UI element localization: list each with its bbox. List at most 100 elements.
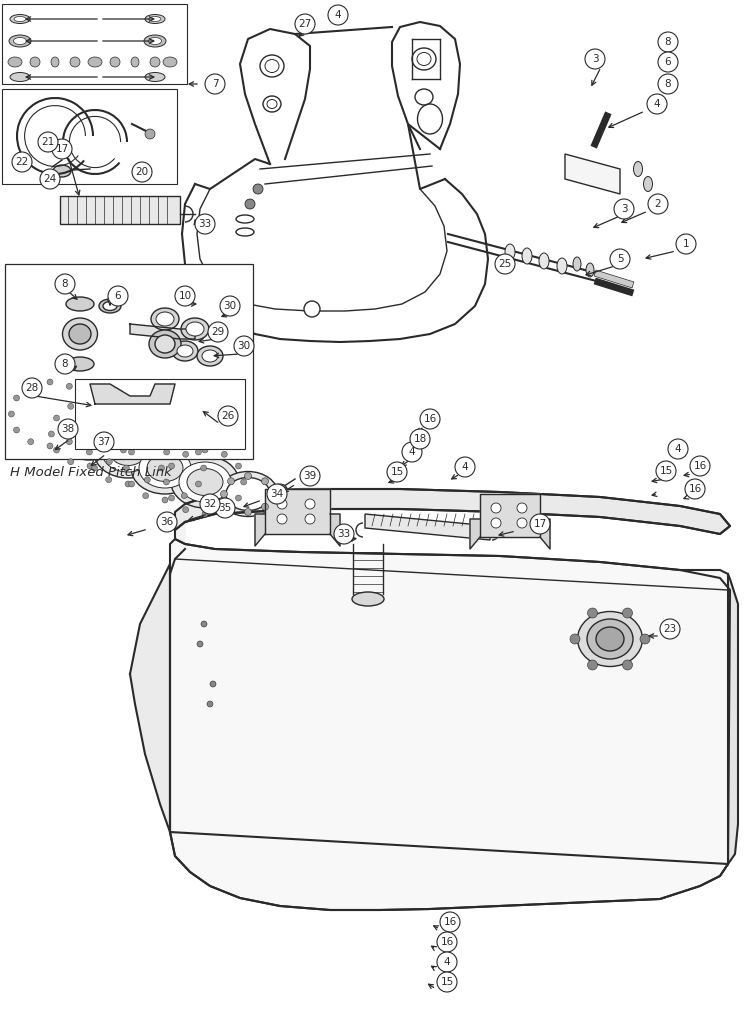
Ellipse shape <box>131 57 139 67</box>
Circle shape <box>183 507 189 513</box>
Text: 4: 4 <box>443 957 450 967</box>
Text: 3: 3 <box>591 54 598 63</box>
Text: 18: 18 <box>414 434 426 444</box>
Circle shape <box>220 296 240 316</box>
Circle shape <box>182 493 187 499</box>
Ellipse shape <box>102 432 154 472</box>
Circle shape <box>437 952 457 972</box>
Circle shape <box>491 518 501 528</box>
Circle shape <box>86 411 92 417</box>
Circle shape <box>261 478 269 484</box>
Circle shape <box>658 32 678 52</box>
Circle shape <box>668 439 688 459</box>
Circle shape <box>614 199 634 219</box>
Text: 37: 37 <box>97 437 111 447</box>
Ellipse shape <box>72 421 108 447</box>
Text: H Model Fixed Pitch Link: H Model Fixed Pitch Link <box>10 466 172 479</box>
Circle shape <box>66 383 72 389</box>
Circle shape <box>647 94 667 114</box>
Circle shape <box>245 199 255 209</box>
Circle shape <box>144 477 150 482</box>
Ellipse shape <box>103 301 117 310</box>
Circle shape <box>305 514 315 524</box>
Circle shape <box>202 511 208 517</box>
Circle shape <box>55 274 75 294</box>
Circle shape <box>167 286 203 322</box>
Text: 29: 29 <box>211 327 225 337</box>
Circle shape <box>182 437 187 443</box>
Circle shape <box>228 503 234 510</box>
Circle shape <box>47 443 53 449</box>
Text: 2: 2 <box>655 199 661 209</box>
Text: 33: 33 <box>337 529 350 539</box>
Text: 36: 36 <box>161 517 173 527</box>
Ellipse shape <box>181 318 209 340</box>
Ellipse shape <box>110 438 146 466</box>
Bar <box>2 89 177 184</box>
Text: 4: 4 <box>675 444 682 454</box>
Circle shape <box>124 465 129 471</box>
Circle shape <box>437 972 457 992</box>
Ellipse shape <box>172 341 198 361</box>
Ellipse shape <box>144 35 166 47</box>
Ellipse shape <box>131 442 199 494</box>
Circle shape <box>201 465 207 471</box>
Text: 15: 15 <box>440 977 454 987</box>
Circle shape <box>245 509 251 515</box>
Circle shape <box>164 479 170 485</box>
Circle shape <box>106 459 112 465</box>
Circle shape <box>94 432 114 452</box>
Circle shape <box>690 456 710 476</box>
Circle shape <box>169 463 175 469</box>
Circle shape <box>175 286 195 306</box>
Circle shape <box>221 507 228 513</box>
Text: 15: 15 <box>391 467 404 477</box>
Circle shape <box>54 415 60 421</box>
Circle shape <box>202 447 208 453</box>
Text: 38: 38 <box>61 424 74 434</box>
Circle shape <box>125 481 131 487</box>
Circle shape <box>623 660 632 670</box>
Circle shape <box>517 518 527 528</box>
Circle shape <box>38 132 58 152</box>
Ellipse shape <box>197 346 223 366</box>
Ellipse shape <box>187 469 223 496</box>
Ellipse shape <box>66 357 94 371</box>
Ellipse shape <box>56 408 124 460</box>
Ellipse shape <box>586 263 594 278</box>
Circle shape <box>235 463 242 469</box>
Polygon shape <box>175 489 730 534</box>
Ellipse shape <box>147 455 183 481</box>
Circle shape <box>162 497 168 503</box>
Text: 15: 15 <box>659 466 673 476</box>
Ellipse shape <box>145 14 165 24</box>
Circle shape <box>208 322 228 342</box>
Circle shape <box>420 409 440 429</box>
Text: 4: 4 <box>335 10 341 20</box>
Ellipse shape <box>218 471 278 516</box>
Circle shape <box>125 417 131 423</box>
Ellipse shape <box>149 38 161 44</box>
Circle shape <box>121 447 126 453</box>
Circle shape <box>126 431 132 437</box>
Bar <box>2 4 187 84</box>
Circle shape <box>12 152 32 172</box>
Ellipse shape <box>16 388 84 440</box>
Ellipse shape <box>644 176 652 191</box>
Text: 33: 33 <box>199 219 211 229</box>
Text: 7: 7 <box>212 79 218 89</box>
Circle shape <box>588 660 597 670</box>
Ellipse shape <box>51 57 59 67</box>
Ellipse shape <box>99 299 121 313</box>
Ellipse shape <box>171 456 239 508</box>
Circle shape <box>660 618 680 639</box>
Circle shape <box>132 162 152 182</box>
Ellipse shape <box>70 57 80 67</box>
Polygon shape <box>170 539 728 910</box>
Ellipse shape <box>14 16 26 22</box>
Circle shape <box>207 701 213 707</box>
Ellipse shape <box>226 477 270 511</box>
Circle shape <box>143 437 149 443</box>
Ellipse shape <box>596 627 624 651</box>
Circle shape <box>40 169 60 189</box>
